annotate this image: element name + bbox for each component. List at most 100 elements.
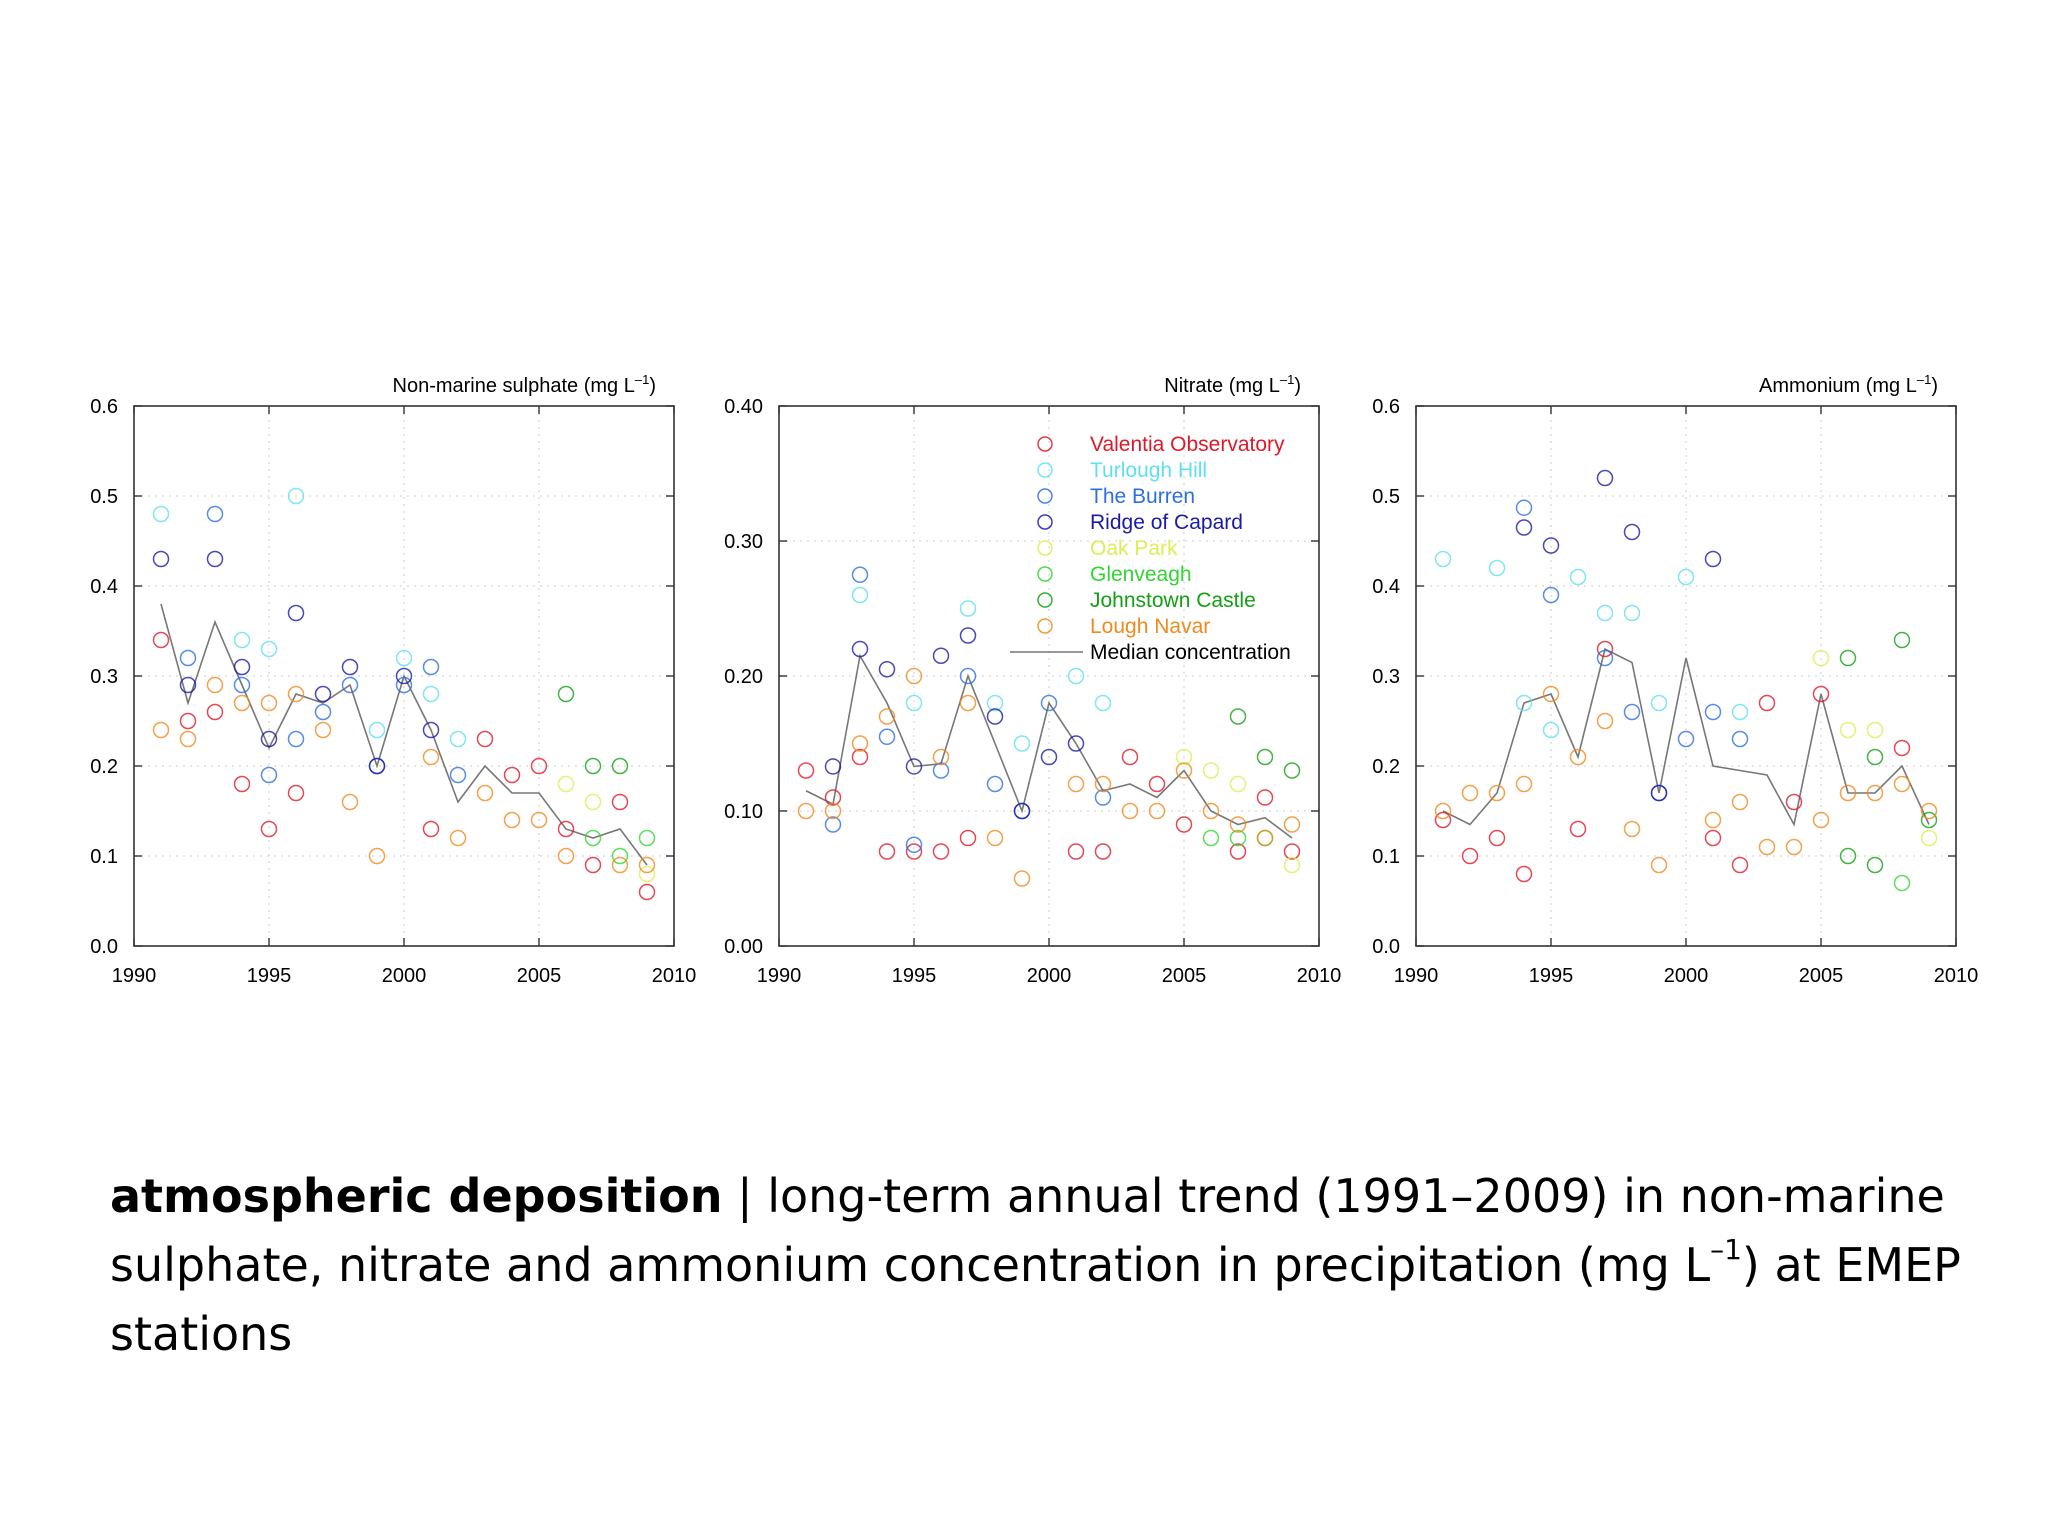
data-point: [878, 661, 896, 678]
y-tick-label: 0.2: [90, 756, 118, 778]
data-point: [368, 721, 386, 739]
y-tick-label: 0.0: [1372, 936, 1400, 958]
x-tick-label: 1990: [112, 965, 157, 987]
data-point: [1094, 789, 1112, 806]
data-point: [878, 708, 896, 725]
data-point: [1596, 712, 1614, 730]
legend-label: Ridge of Capard: [1090, 511, 1243, 534]
legend-label: Turlough Hill: [1090, 459, 1207, 482]
x-tick-label: 1990: [1394, 965, 1439, 987]
data-point: [1488, 829, 1506, 847]
data-point: [611, 793, 629, 811]
data-point: [1839, 721, 1857, 739]
y-tick-label: 0.1: [1372, 846, 1400, 868]
data-point: [1704, 829, 1722, 847]
data-point: [584, 829, 602, 847]
data-point: [638, 883, 656, 901]
data-point: [422, 658, 440, 676]
data-point: [1866, 748, 1884, 766]
data-point: [449, 766, 467, 784]
data-point: [1175, 816, 1193, 833]
chart-panel-2: 1990 1995 2000 2005 2010 0.00 0.10 0.20 0.30 0.40…: [724, 372, 1341, 987]
chart-legend: Valentia Observatory Turlough Hill The Bur…: [1010, 433, 1291, 664]
data-point: [233, 676, 251, 694]
data-point: [314, 685, 332, 703]
y-tick-label: 0.1: [90, 846, 118, 868]
data-point: [260, 694, 278, 712]
data-point: [1283, 762, 1301, 779]
data-point: [584, 757, 602, 775]
legend-marker: [1037, 540, 1053, 556]
data-point: [1283, 843, 1301, 860]
data-point: [1893, 775, 1911, 793]
data-point: [797, 802, 815, 820]
data-point: [584, 793, 602, 811]
data-point: [152, 721, 170, 739]
data-point: [1893, 874, 1911, 892]
data-point: [233, 775, 251, 793]
data-point: [179, 712, 197, 730]
data-point: [959, 829, 977, 847]
chart-title: Nitrate (mg L–1): [1164, 372, 1301, 397]
data-point: [638, 856, 656, 874]
data-point: [1596, 649, 1614, 667]
data-point: [503, 766, 521, 784]
data-point: [395, 667, 413, 685]
data-point: [341, 658, 359, 676]
data-point: [1839, 784, 1857, 802]
data-point: [287, 730, 305, 748]
data-point: [1866, 721, 1884, 739]
data-point: [1229, 843, 1247, 860]
x-tick-label: 2005: [1162, 965, 1207, 987]
data-point: [932, 748, 950, 766]
x-tick-label: 2010: [652, 965, 697, 987]
data-point: [1677, 730, 1695, 748]
y-tick-label: 0.4: [1372, 576, 1400, 598]
data-point: [1013, 870, 1031, 887]
data-point: [1515, 499, 1533, 516]
data-point: [1623, 820, 1641, 838]
data-point: [638, 829, 656, 847]
data-point: [314, 721, 332, 739]
data-point: [1623, 604, 1641, 622]
data-point: [986, 708, 1004, 725]
data-point: [1434, 550, 1452, 568]
data-point: [179, 676, 197, 694]
data-point: [905, 694, 923, 712]
data-point: [1515, 694, 1533, 712]
data-point: [422, 820, 440, 838]
x-tick-label: 2000: [382, 965, 427, 987]
data-point: [1461, 847, 1479, 865]
data-point: [233, 631, 251, 649]
data-point: [179, 649, 197, 667]
data-point: [530, 757, 548, 775]
data-point: [1542, 685, 1560, 703]
data-point: [287, 784, 305, 802]
chart-figure: 1990 1995 2000 2005 2010 0.0 0.1 0.2 0.3 0.4 0.5 0.…: [90, 372, 1978, 987]
data-point: [959, 600, 977, 617]
data-point: [1229, 829, 1247, 847]
legend-label: The Burren: [1090, 485, 1195, 508]
data-point: [1121, 802, 1139, 820]
data-point: [1596, 469, 1614, 487]
data-point: [1461, 784, 1479, 802]
legend-marker: [1037, 618, 1053, 634]
data-point: [152, 631, 170, 649]
data-point: [1650, 784, 1668, 802]
data-point: [1542, 586, 1560, 604]
data-point: [1623, 703, 1641, 721]
data-point: [824, 816, 842, 833]
data-point: [1569, 748, 1587, 766]
data-point: [986, 775, 1004, 793]
data-point: [1920, 811, 1938, 829]
data-point: [1677, 568, 1695, 586]
data-point: [1094, 843, 1112, 860]
data-point: [932, 843, 950, 860]
data-point: [1569, 568, 1587, 586]
chart-title: Non-marine sulphate (mg L–1): [393, 372, 656, 397]
data-point: [1650, 694, 1668, 712]
data-point: [314, 703, 332, 721]
data-point: [1623, 523, 1641, 541]
y-tick-label: 0.0: [90, 936, 118, 958]
data-point: [287, 685, 305, 703]
